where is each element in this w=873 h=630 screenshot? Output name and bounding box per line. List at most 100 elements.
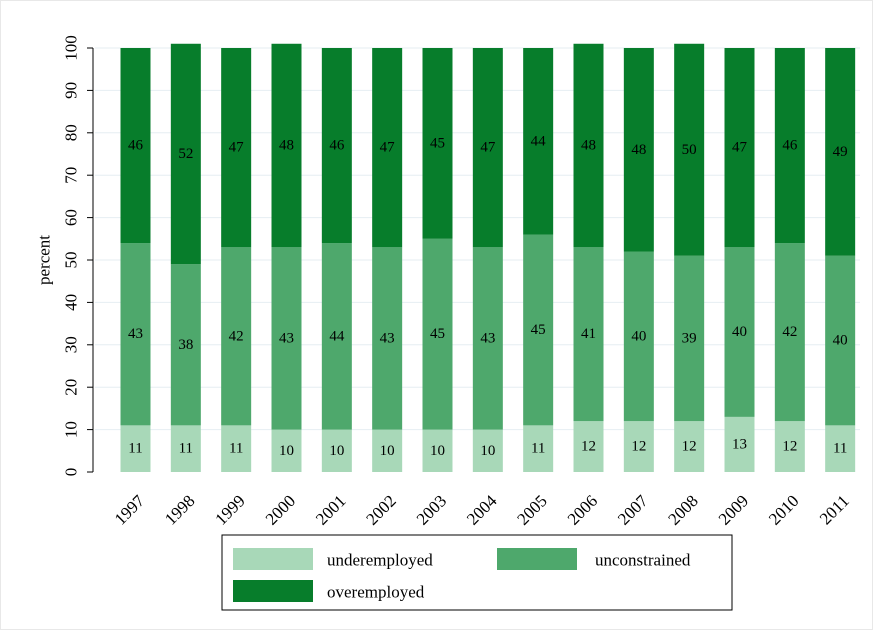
bar-segment-underemployed [674, 421, 705, 472]
bar-segment-unconstrained [422, 238, 453, 430]
bar-value-label: 46 [128, 138, 144, 154]
bar-segment-overemployed [674, 43, 705, 256]
bar-segment-underemployed [170, 425, 201, 472]
legend-swatch-unconstrained [497, 548, 577, 570]
bar-segment-underemployed [825, 425, 856, 472]
bar-value-label: 47 [380, 140, 396, 156]
bar-value-label: 13 [732, 436, 747, 452]
y-tick-label: 40 [62, 294, 81, 311]
bar-value-label: 10 [380, 443, 395, 459]
y-tick-label: 0 [62, 468, 81, 477]
bar-value-label: 46 [329, 138, 345, 154]
y-tick-label: 20 [62, 379, 81, 396]
bar-value-label: 40 [833, 333, 848, 349]
bar-segment-overemployed [825, 48, 856, 256]
bar-segment-overemployed [221, 48, 252, 248]
bar-segment-overemployed [422, 48, 453, 239]
bar-segment-underemployed [774, 421, 805, 472]
bar-value-label: 12 [631, 439, 646, 455]
y-tick-label: 60 [62, 209, 81, 226]
legend-label-overemployed: overemployed [327, 583, 425, 602]
bar-value-label: 10 [279, 443, 294, 459]
y-tick-label: 30 [62, 336, 81, 353]
bar-value-label: 49 [833, 144, 848, 160]
bar-segment-unconstrained [271, 247, 302, 430]
bar-value-label: 11 [833, 441, 847, 457]
bar-segment-underemployed [422, 429, 453, 472]
bar-segment-unconstrained [674, 255, 705, 422]
bar-segment-overemployed [724, 48, 755, 248]
bar-value-label: 10 [329, 443, 344, 459]
bar-segment-unconstrained [623, 251, 654, 422]
y-tick-label: 90 [62, 82, 81, 99]
bar-segment-underemployed [321, 429, 352, 472]
bar-segment-overemployed [472, 48, 503, 248]
bar-value-label: 48 [631, 142, 646, 158]
bar-segment-unconstrained [774, 243, 805, 422]
bar-segment-overemployed [372, 48, 403, 248]
bar-segment-underemployed [221, 425, 252, 472]
bar-segment-underemployed [523, 425, 554, 472]
bar-value-label: 45 [430, 326, 445, 342]
y-axis-title: percent [35, 235, 54, 285]
bar-value-label: 47 [480, 140, 496, 156]
legend-swatch-overemployed [233, 580, 313, 602]
bar-value-label: 44 [329, 328, 345, 344]
bar-segment-unconstrained [321, 243, 352, 430]
y-tick-label: 80 [62, 124, 81, 141]
bar-segment-underemployed [623, 421, 654, 472]
bar-value-label: 10 [430, 443, 445, 459]
bar-value-label: 42 [782, 324, 797, 340]
bar-segment-unconstrained [472, 247, 503, 430]
bar-value-label: 11 [128, 441, 142, 457]
bar-value-label: 50 [682, 142, 697, 158]
y-tick-label: 70 [62, 167, 81, 184]
bar-value-label: 40 [732, 324, 747, 340]
y-tick-label: 50 [62, 252, 81, 269]
bar-value-label: 44 [531, 133, 547, 149]
bar-segment-underemployed [271, 429, 302, 472]
bar-value-label: 42 [229, 328, 244, 344]
bar-value-label: 11 [531, 441, 545, 457]
legend-swatch-underemployed [233, 548, 313, 570]
legend-label-unconstrained: unconstrained [595, 551, 691, 570]
bar-value-label: 12 [782, 439, 797, 455]
bar-segment-overemployed [271, 43, 302, 248]
bar-segment-unconstrained [170, 264, 201, 426]
bar-value-label: 39 [682, 330, 697, 346]
legend-label-underemployed: underemployed [327, 551, 433, 570]
bar-segment-unconstrained [724, 247, 755, 417]
bar-value-label: 47 [229, 140, 245, 156]
bar-value-label: 43 [380, 330, 395, 346]
bar-segment-overemployed [321, 48, 352, 244]
bar-segment-overemployed [120, 48, 151, 244]
bar-segment-unconstrained [523, 234, 554, 426]
bar-value-label: 43 [128, 326, 143, 342]
bars: 11 43 46 11 38 52 11 42 47 10 43 48 10 44 46 10 43 47 10 45… [120, 43, 856, 472]
bar-value-label: 12 [682, 439, 697, 455]
bar-value-label: 10 [480, 443, 495, 459]
bar-segment-underemployed [372, 429, 403, 472]
y-tick-label: 100 [62, 35, 81, 61]
bar-segment-overemployed [170, 43, 201, 265]
bar-value-label: 46 [782, 138, 798, 154]
bar-value-label: 41 [581, 326, 596, 342]
bar-segment-unconstrained [120, 243, 151, 426]
bar-value-label: 45 [531, 322, 546, 338]
bar-value-label: 52 [178, 146, 193, 162]
bar-value-label: 48 [279, 138, 294, 154]
bar-value-label: 12 [581, 439, 596, 455]
bar-segment-underemployed [573, 421, 604, 472]
bar-segment-unconstrained [825, 255, 856, 426]
bar-value-label: 47 [732, 140, 748, 156]
bar-value-label: 40 [631, 328, 646, 344]
bar-value-label: 11 [229, 441, 243, 457]
bar-segment-overemployed [573, 43, 604, 248]
bar-value-label: 38 [178, 337, 193, 353]
y-tick-label: 10 [62, 421, 81, 438]
bar-value-label: 43 [480, 330, 495, 346]
bar-segment-overemployed [523, 48, 554, 235]
bar-segment-underemployed [724, 416, 755, 472]
